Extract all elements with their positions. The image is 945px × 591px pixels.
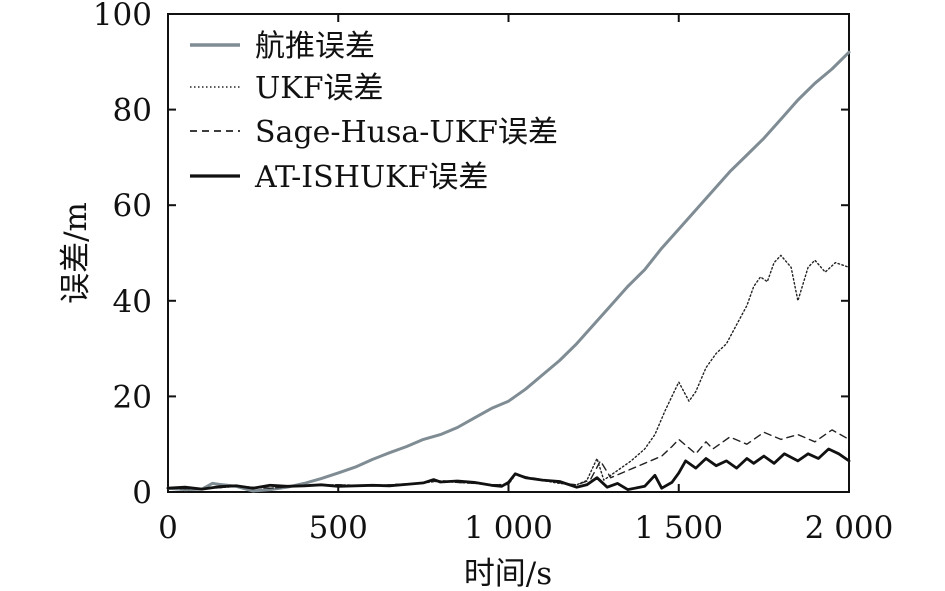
x-tick-label: 2 000 xyxy=(805,510,894,546)
legend-label-2: UKF误差 xyxy=(255,71,384,106)
series-layer xyxy=(166,50,851,493)
y-axis-title: 误差/m xyxy=(58,202,94,304)
x-tick-label: 0 xyxy=(158,510,178,546)
y-tick-label: 60 xyxy=(113,188,152,224)
axis-ticks: 0 500 1 000 1 500 2 000 0 20 40 60 80 100 xyxy=(93,0,894,546)
y-tick-label: 100 xyxy=(93,0,152,33)
legend-label-4: AT-ISHUKF误差 xyxy=(254,160,488,195)
series-line-1 xyxy=(166,50,851,493)
legend-label-1: 航推误差 xyxy=(255,29,375,64)
y-tick-label: 0 xyxy=(132,475,152,511)
x-tick-label: 500 xyxy=(309,510,368,546)
y-tick-label: 20 xyxy=(113,379,152,415)
x-axis-title: 时间/s xyxy=(464,556,552,591)
x-tick-label: 1 000 xyxy=(464,510,553,546)
series-line-4 xyxy=(166,447,851,492)
x-tick-label: 1 500 xyxy=(634,510,723,546)
y-tick-label: 40 xyxy=(113,284,152,320)
legend: 航推误差 UKF误差 Sage-Husa-UKF误差 AT-ISHUKF误差 xyxy=(190,29,558,195)
series-line-2 xyxy=(167,254,850,490)
legend-label-3: Sage-Husa-UKF误差 xyxy=(255,115,558,150)
y-tick-label: 80 xyxy=(113,93,152,129)
